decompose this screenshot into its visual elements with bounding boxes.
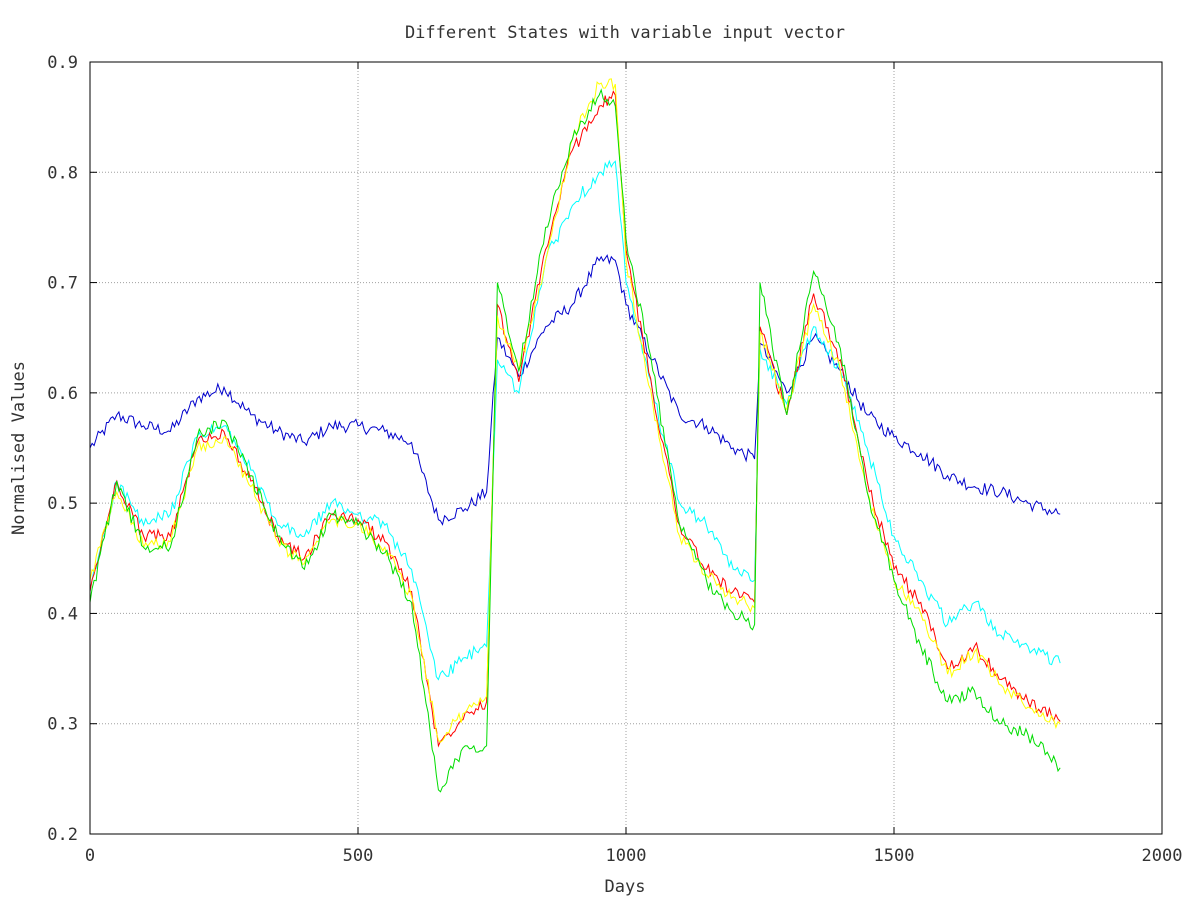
y-tick-label: 0.2 <box>47 825 78 845</box>
x-tick-label: 1500 <box>874 846 915 866</box>
x-tick-label: 1000 <box>606 846 647 866</box>
series-line-3 <box>89 89 1061 748</box>
y-tick-label: 0.4 <box>47 604 78 624</box>
y-tick-label: 0.7 <box>47 274 78 294</box>
series-line-5 <box>89 88 1061 793</box>
series-line-4 <box>89 78 1061 743</box>
y-tick-label: 0.3 <box>47 715 78 735</box>
y-tick-label: 0.8 <box>47 163 78 183</box>
plot-frame <box>89 61 1163 835</box>
axis-ticks: 0 500 1000 1500 2000 0.2 0.3 0.4 0.5 0.6 0.7 0.8 0.9 <box>47 53 1182 866</box>
y-axis-title: Normalised Values <box>9 361 29 535</box>
x-tick-label: 500 <box>343 846 374 866</box>
series-line-2 <box>89 159 1061 681</box>
series-line-1 <box>89 254 1061 526</box>
y-tick-label: 0.9 <box>47 53 78 73</box>
x-axis-title: Days <box>605 877 646 897</box>
chart-title: Different States with variable input vec… <box>405 23 845 43</box>
series-layer <box>89 78 1061 793</box>
x-tick-label: 2000 <box>1142 846 1183 866</box>
y-tick-label: 0.5 <box>47 494 78 514</box>
x-tick-label: 0 <box>85 846 95 866</box>
y-tick-label: 0.6 <box>47 384 78 404</box>
grid <box>90 62 1162 834</box>
